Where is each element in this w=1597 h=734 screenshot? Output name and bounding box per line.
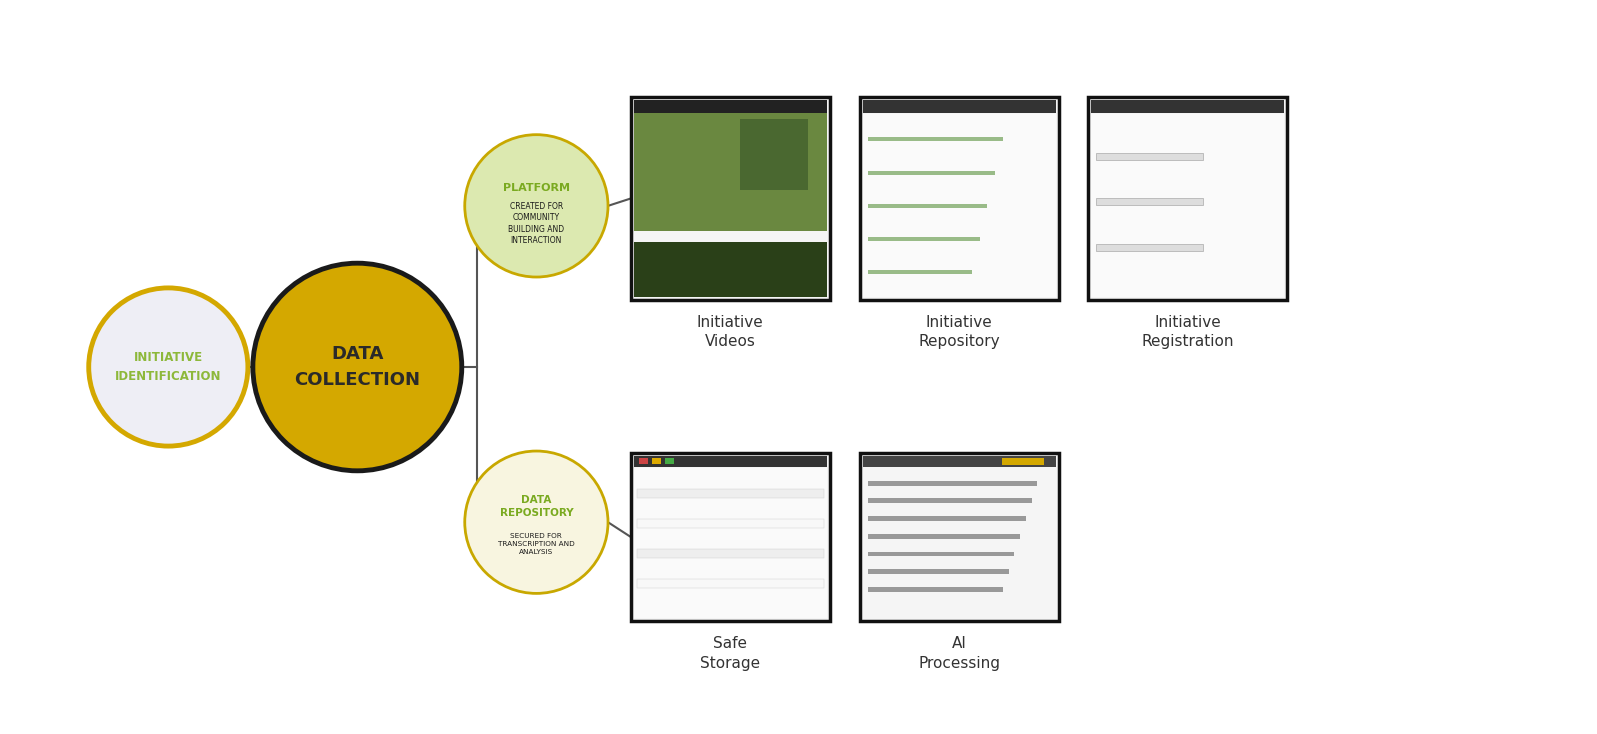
FancyBboxPatch shape [1097,244,1203,251]
FancyBboxPatch shape [867,237,979,241]
FancyBboxPatch shape [867,170,995,175]
FancyBboxPatch shape [631,97,830,299]
Ellipse shape [465,451,608,593]
FancyBboxPatch shape [1001,457,1044,465]
FancyBboxPatch shape [637,519,824,528]
FancyBboxPatch shape [664,458,674,464]
Text: Safe
Storage: Safe Storage [701,636,760,671]
FancyBboxPatch shape [631,453,830,621]
Ellipse shape [465,134,608,277]
FancyBboxPatch shape [862,468,1056,618]
Text: INITIATIVE
IDENTIFICATION: INITIATIVE IDENTIFICATION [115,351,222,383]
FancyBboxPatch shape [867,534,1020,539]
Text: DATA
COLLECTION: DATA COLLECTION [294,345,420,389]
FancyBboxPatch shape [1091,114,1284,297]
FancyBboxPatch shape [634,113,827,231]
FancyBboxPatch shape [867,551,1014,556]
Text: PLATFORM: PLATFORM [503,183,570,193]
FancyBboxPatch shape [867,481,1038,486]
Ellipse shape [252,264,462,470]
FancyBboxPatch shape [867,570,1009,574]
FancyBboxPatch shape [739,119,808,189]
FancyBboxPatch shape [637,579,824,588]
FancyBboxPatch shape [634,100,827,113]
Ellipse shape [89,288,248,446]
Text: Initiative
Videos: Initiative Videos [696,315,763,349]
FancyBboxPatch shape [867,516,1025,521]
FancyBboxPatch shape [867,498,1032,504]
FancyBboxPatch shape [1089,97,1287,299]
FancyBboxPatch shape [1097,153,1203,159]
Text: Initiative
Registration: Initiative Registration [1142,315,1234,349]
FancyBboxPatch shape [862,456,1056,467]
FancyBboxPatch shape [859,453,1059,621]
FancyBboxPatch shape [634,456,827,467]
FancyBboxPatch shape [1097,198,1203,206]
FancyBboxPatch shape [652,458,661,464]
FancyBboxPatch shape [634,468,827,618]
FancyBboxPatch shape [637,549,824,558]
FancyBboxPatch shape [634,241,827,297]
Text: CREATED FOR
COMMUNITY
BUILDING AND
INTERACTION: CREATED FOR COMMUNITY BUILDING AND INTER… [508,202,564,245]
FancyBboxPatch shape [867,587,1003,592]
FancyBboxPatch shape [637,489,824,498]
FancyBboxPatch shape [867,270,973,275]
Text: DATA
REPOSITORY: DATA REPOSITORY [500,495,573,518]
FancyBboxPatch shape [862,100,1056,113]
FancyBboxPatch shape [639,458,648,464]
Text: SECURED FOR
TRANSCRIPTION AND
ANALYSIS: SECURED FOR TRANSCRIPTION AND ANALYSIS [498,533,575,555]
Text: Initiative
Repository: Initiative Repository [918,315,1000,349]
FancyBboxPatch shape [867,137,1003,141]
FancyBboxPatch shape [1091,100,1284,113]
Text: AI
Processing: AI Processing [918,636,1000,671]
FancyBboxPatch shape [859,97,1059,299]
FancyBboxPatch shape [867,204,987,208]
FancyBboxPatch shape [862,114,1056,297]
